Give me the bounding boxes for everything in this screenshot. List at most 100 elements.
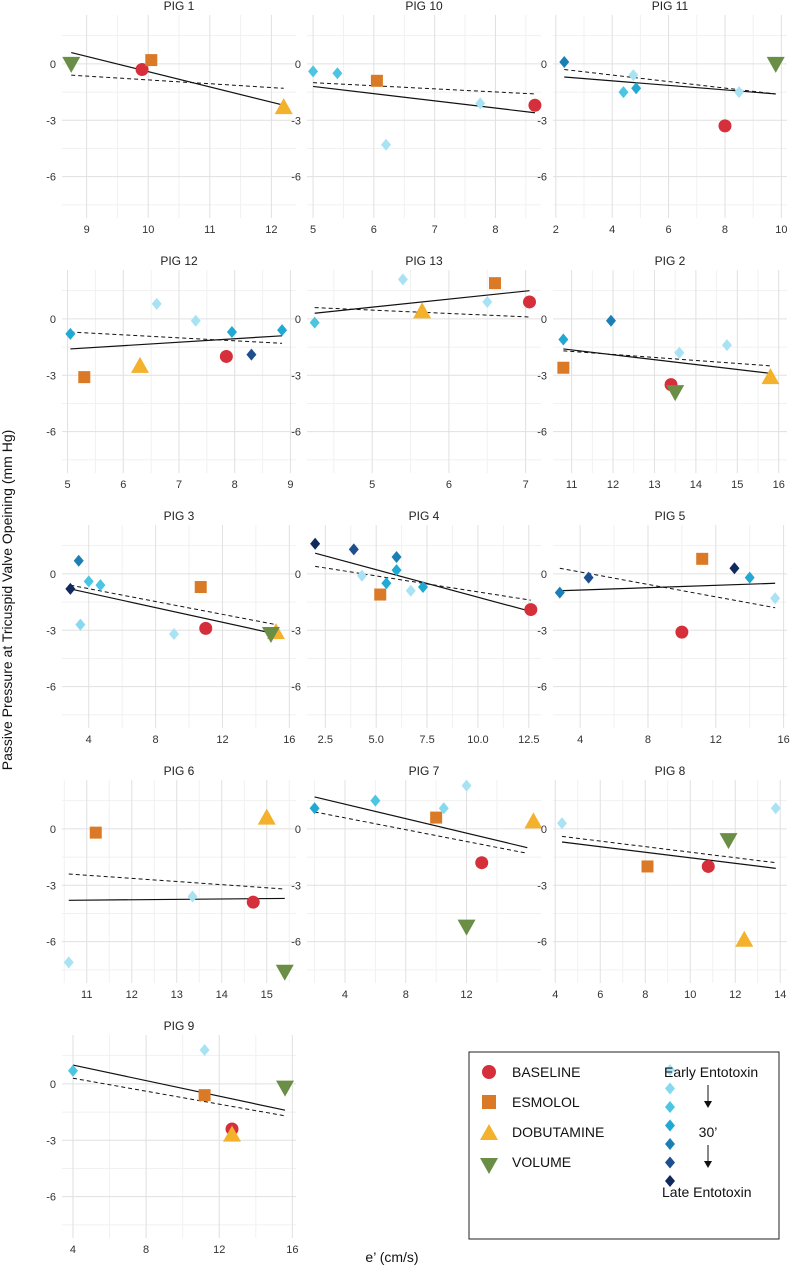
data-point-baseline — [528, 98, 542, 112]
solid-fit-line — [314, 290, 530, 314]
data-point-entotoxin-0 — [63, 956, 74, 969]
data-point-entotoxin-3 — [277, 324, 288, 337]
x-tick-label: 11 — [566, 479, 577, 491]
data-point-entotoxin-smolol — [641, 860, 654, 873]
panel-pig-4: PIG 4 2.5 5.0 7.5 10.0 12.5 0 -3 -6 — [291, 509, 541, 746]
legend-label-baseline: BASELINE — [512, 1064, 580, 1080]
data-point-dobutamine — [761, 368, 780, 385]
data-point-entotoxin-4 — [605, 314, 616, 327]
x-tick-label: 13 — [648, 479, 660, 491]
data-point-entotoxin-1 — [75, 618, 86, 631]
y-tick-label: -3 — [291, 115, 301, 127]
legend-marker-entotoxin-6 — [665, 1175, 675, 1187]
y-axis-label: Passive Pressure at Tricuspid Valve Opei… — [0, 430, 15, 771]
x-tick-label: 4 — [86, 734, 92, 746]
x-axis-label: e’ (cm/s) — [365, 1249, 418, 1265]
data-point-entotoxin-2 — [618, 86, 629, 99]
data-point-entotoxin-6 — [65, 582, 76, 595]
data-point-dobutamine — [257, 808, 276, 825]
data-point-volume — [62, 56, 81, 73]
data-point-entotoxin-0 — [461, 779, 472, 792]
data-point-baseline — [475, 856, 489, 870]
x-tick-label: 11 — [204, 224, 215, 236]
data-point-dobutamine — [223, 1125, 242, 1142]
x-tick-label: 4 — [577, 734, 583, 746]
legend-arrowhead-bottom — [704, 1161, 712, 1168]
data-point-baseline — [246, 895, 260, 909]
dashed-fit-line — [559, 567, 776, 609]
x-tick-label: 15 — [261, 989, 273, 1001]
panel-pig-2: PIG 2 11 12 13 14 15 16 0 -3 -6 — [537, 254, 787, 491]
x-tick-label: 16 — [777, 734, 789, 746]
y-tick-label: -6 — [46, 1192, 56, 1204]
data-point-entotoxin-3 — [744, 571, 755, 584]
plot-area — [307, 270, 541, 473]
panel-pig-3: PIG 3 4 8 12 16 0 -3 -6 — [46, 509, 296, 746]
data-point-entotoxin-4 — [554, 586, 565, 599]
legend-marker-entotoxin-2 — [665, 1101, 675, 1113]
legend-label-volume: VOLUME — [512, 1154, 571, 1170]
data-point-entotoxin-2 — [67, 1064, 78, 1077]
data-point-entotoxin-4 — [73, 554, 84, 567]
legend-marker-entotoxin-5 — [665, 1156, 675, 1169]
x-tick-label: 8 — [642, 989, 648, 1001]
data-point-entotoxin-3 — [417, 581, 428, 594]
data-point-entotoxin-0 — [628, 69, 639, 82]
panel-title-pig-2: PIG 2 — [655, 254, 686, 268]
x-tick-label: 6 — [597, 989, 603, 1001]
panel-pig-11: PIG 11 2 4 6 8 10 0 -3 -6 — [537, 0, 787, 236]
plot-area — [62, 780, 296, 983]
y-tick-label: 0 — [295, 59, 301, 71]
solid-fit-line — [72, 1064, 286, 1111]
panel-title-pig-10: PIG 10 — [405, 0, 443, 13]
x-tick-label: 4 — [70, 1244, 76, 1256]
data-point-entotoxin-2 — [370, 794, 381, 807]
dashed-fit-line — [561, 835, 776, 864]
data-point-baseline — [701, 859, 715, 873]
data-point-entotoxin-0 — [151, 297, 162, 310]
y-tick-label: -6 — [537, 937, 547, 949]
solid-fit-line — [561, 841, 776, 869]
y-tick-label: -3 — [46, 1135, 56, 1147]
y-tick-label: 0 — [541, 569, 547, 581]
y-tick-label: 0 — [295, 824, 301, 836]
plot-area — [553, 780, 787, 983]
x-tick-label: 8 — [143, 1244, 149, 1256]
data-point-volume — [261, 627, 280, 644]
y-tick-label: -6 — [291, 937, 301, 949]
data-point-entotoxin-2 — [308, 65, 319, 78]
x-tick-label: 13 — [171, 989, 183, 1001]
legend-marker-entotoxin-0 — [665, 1064, 675, 1076]
x-tick-label: 7 — [523, 479, 529, 491]
solid-fit-line — [70, 335, 283, 350]
data-point-entotoxin-3 — [381, 577, 392, 590]
solid-fit-line — [71, 52, 284, 106]
y-tick-label: -6 — [46, 682, 56, 694]
y-tick-label: -6 — [46, 427, 56, 439]
x-tick-label: 14 — [690, 479, 702, 491]
data-point-entotoxin-3 — [65, 327, 76, 340]
y-tick-label: 0 — [50, 569, 56, 581]
legend-marker-entotoxin-3 — [665, 1119, 675, 1132]
x-tick-label: 5 — [65, 479, 71, 491]
plot-area — [307, 780, 541, 983]
x-tick-label: 5 — [369, 479, 375, 491]
data-point-baseline — [219, 349, 233, 363]
data-point-entotoxin-0 — [397, 273, 408, 286]
legend-label-dobutamine: DOBUTAMINE — [512, 1124, 604, 1140]
plot-area — [553, 525, 787, 728]
x-tick-label: 4 — [609, 224, 615, 236]
legend-marker-baseline — [482, 1065, 496, 1079]
legend: BASELINE ESMOLOL DOBUTAMINE VOLUME Early… — [468, 1051, 780, 1240]
solid-fit-line — [563, 348, 771, 374]
data-point-baseline — [675, 625, 689, 639]
x-tick-label: 12 — [126, 989, 138, 1001]
dashed-fit-line — [71, 74, 284, 89]
legend-label-early-entotoxin: Early Entotoxin — [664, 1064, 758, 1080]
data-point-entotoxin-0 — [190, 314, 201, 327]
data-point-entotoxin-0 — [475, 97, 486, 110]
plot-area — [62, 525, 296, 728]
data-point-entotoxin-2 — [309, 316, 320, 329]
x-tick-label: 14 — [774, 989, 786, 1001]
